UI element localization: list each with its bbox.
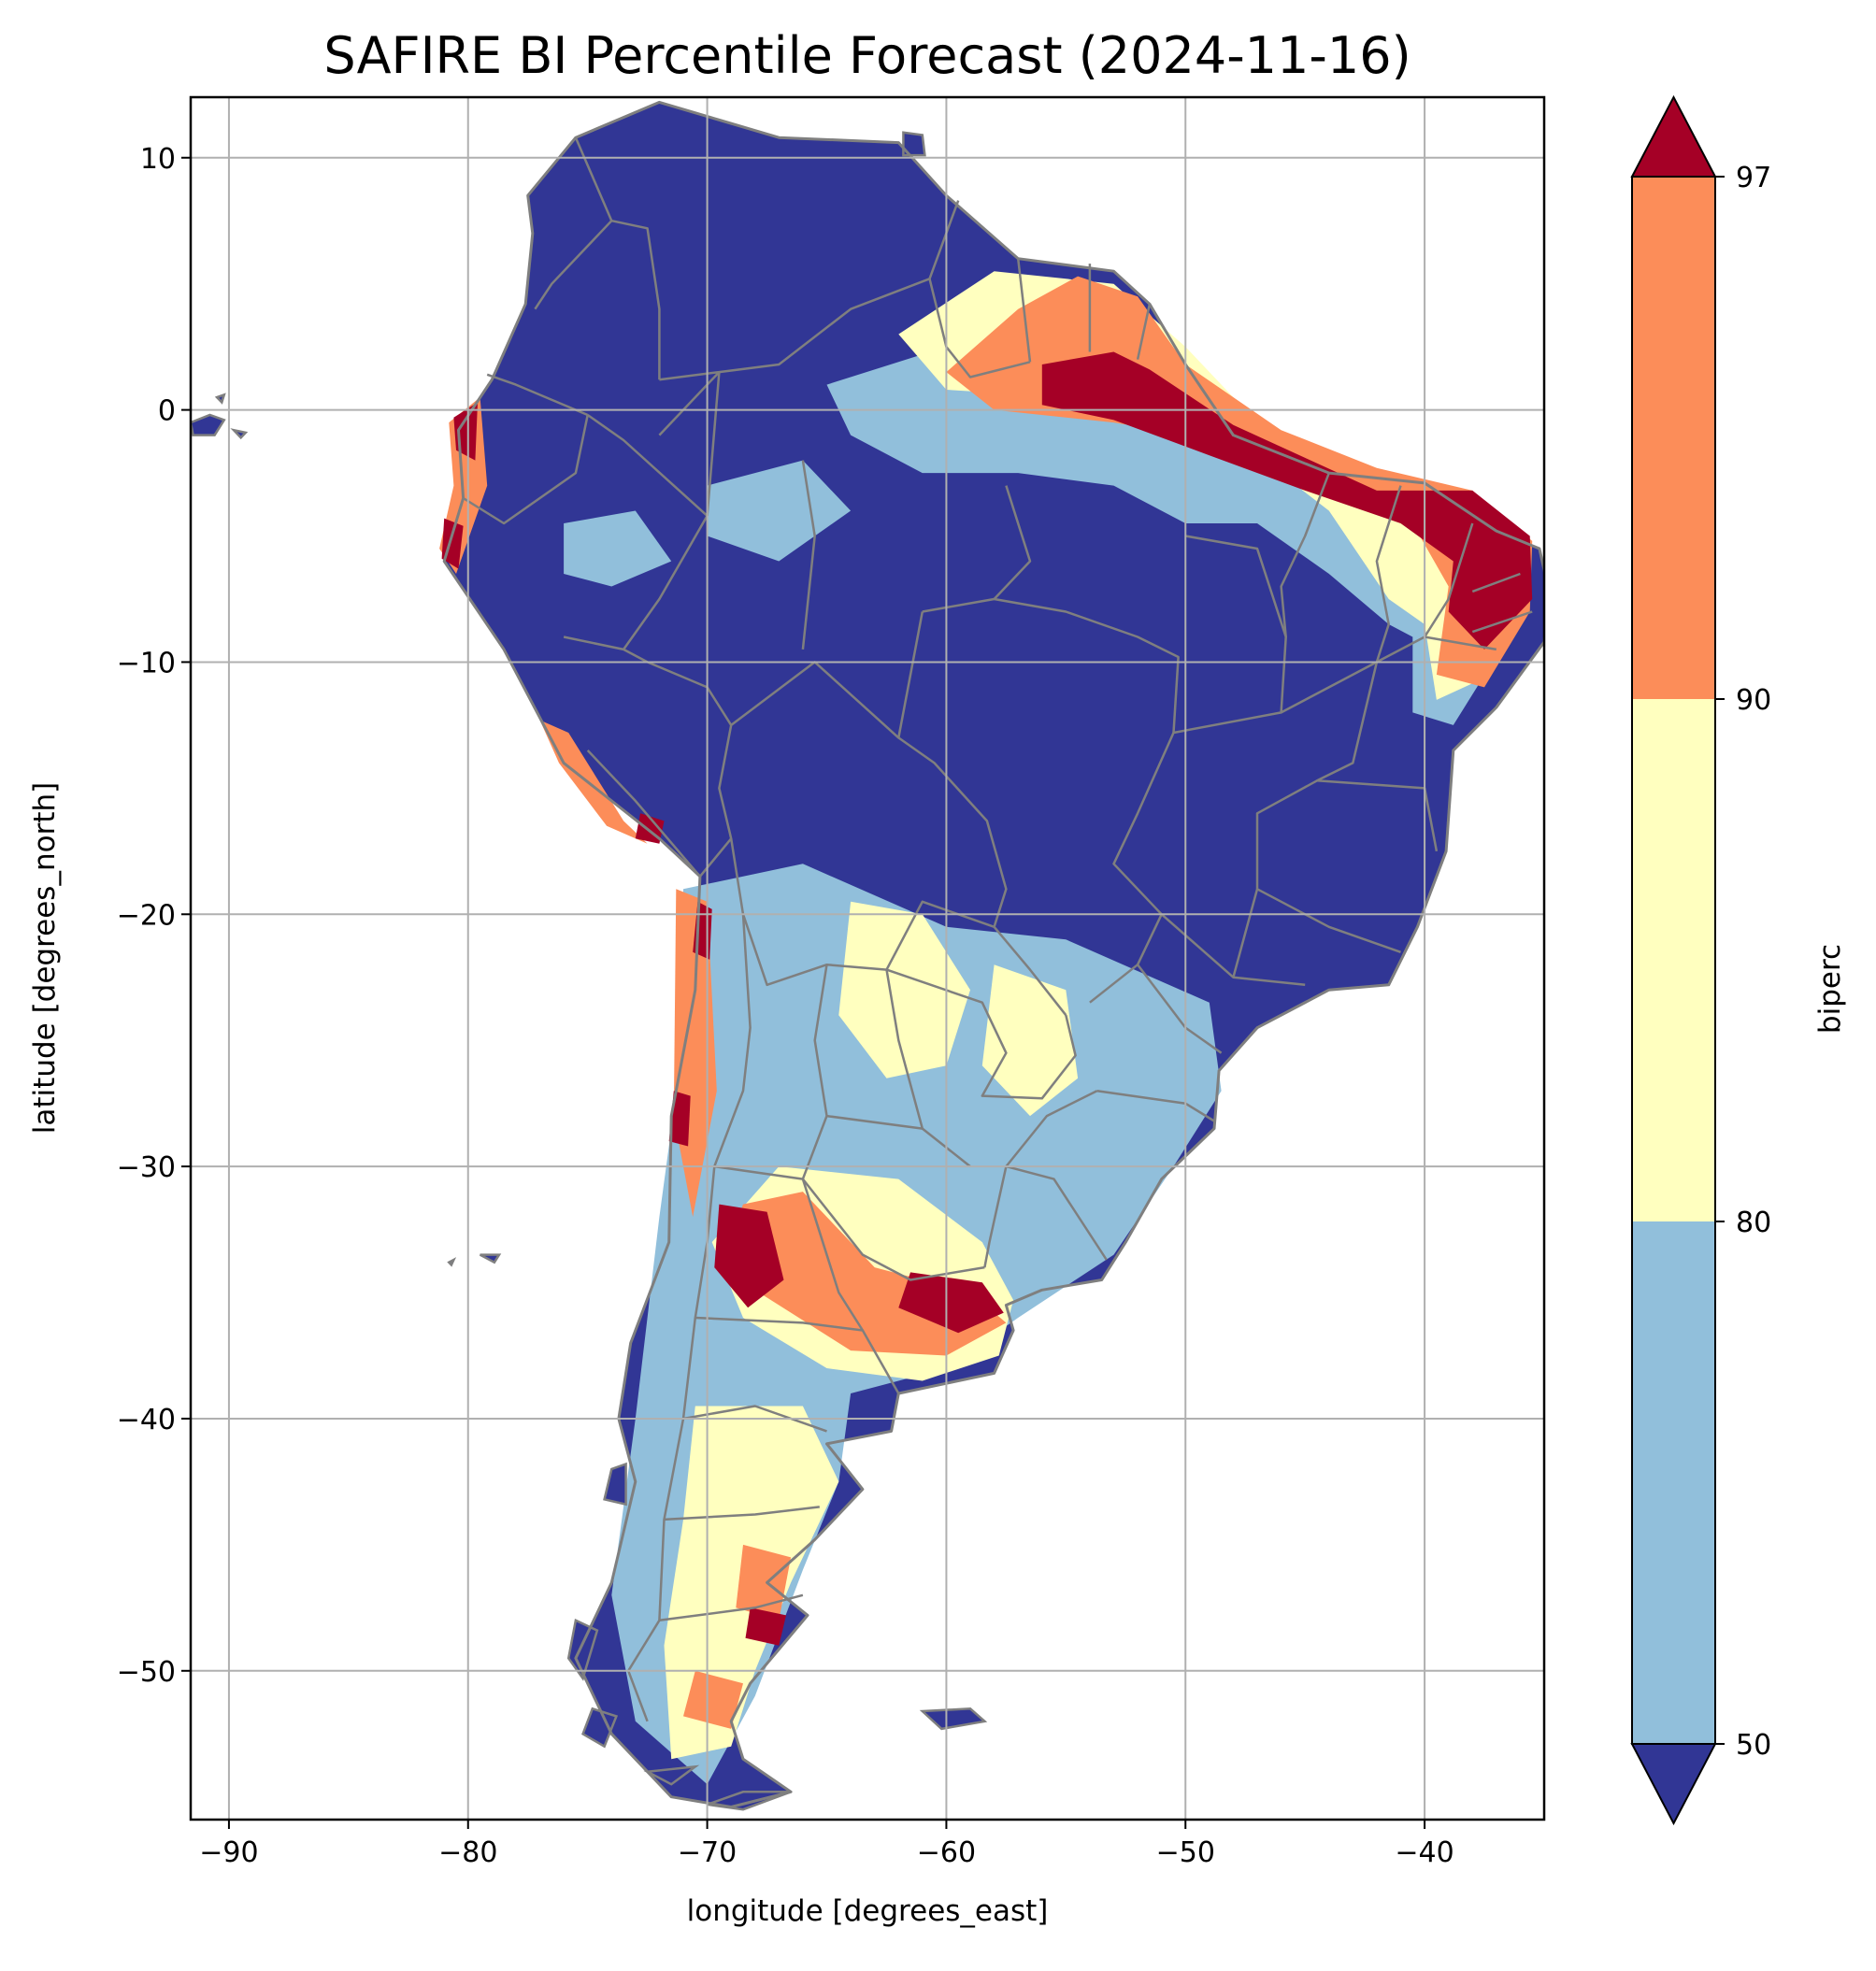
- border-line-27: [1256, 888, 1401, 953]
- island-0: [191, 413, 226, 436]
- y-tick-label: −50: [117, 1656, 176, 1689]
- border-line-20: [922, 597, 1180, 734]
- political-borders: [442, 100, 1544, 1808]
- colorbar-tick-label: 50: [1736, 1729, 1771, 1762]
- border-line-7: [462, 414, 589, 525]
- percentile-regions: [439, 102, 1544, 1807]
- island-10: [581, 1707, 619, 1749]
- colorbar-segment: [1632, 177, 1715, 699]
- colorbar-extend-min: [1630, 1743, 1717, 1826]
- border-line-45: [586, 750, 701, 878]
- x-tick-label: −40: [1395, 1836, 1454, 1869]
- border-line-49: [534, 220, 613, 310]
- y-tick-label: 10: [140, 143, 176, 176]
- y-tick-label: 0: [158, 395, 176, 428]
- x-tick-label: −90: [199, 1836, 258, 1869]
- border-line-25: [1232, 662, 1379, 978]
- border-line-44: [659, 1593, 804, 1622]
- y-tick-label: −10: [117, 647, 176, 679]
- border-line-47: [658, 371, 721, 436]
- border-line-41: [695, 1316, 900, 1394]
- border-line-6: [486, 373, 589, 417]
- colorbar: 50 80 90 97 biperc: [1630, 94, 1847, 1826]
- border-line-10: [706, 371, 721, 517]
- y-tick-label: −40: [117, 1404, 176, 1436]
- border-line-23: [897, 611, 924, 738]
- border-line-5: [928, 279, 1031, 378]
- border-line-34: [1471, 572, 1521, 593]
- x-tick-label: −50: [1156, 1836, 1215, 1869]
- border-line-21: [993, 485, 1032, 600]
- border-line-16: [1006, 1164, 1108, 1261]
- colorbar-tick-label: 90: [1736, 684, 1771, 717]
- island-6: [447, 1257, 457, 1267]
- x-axis-ticks: −90 −80 −70 −60 −50 −40: [199, 1820, 1454, 1869]
- border-line-1: [928, 200, 960, 279]
- region-patagonia-red: [745, 1607, 786, 1646]
- border-line-2: [1016, 258, 1032, 363]
- island-5: [480, 1253, 502, 1264]
- colorbar-segment: [1632, 699, 1715, 1221]
- x-tick-label: −70: [678, 1836, 737, 1869]
- region-pampas-red: [898, 1272, 1004, 1334]
- border-line-32: [1375, 485, 1402, 663]
- border-line-35: [1471, 610, 1533, 634]
- border-line-43: [664, 1506, 820, 1521]
- island-1: [230, 428, 249, 440]
- border-line-15: [993, 925, 1067, 1016]
- x-axis-label: longitude [degrees_east]: [687, 1894, 1049, 1928]
- border-line-24: [1281, 636, 1497, 714]
- border-line-31: [1280, 472, 1330, 637]
- islands: [191, 131, 988, 1811]
- region-amazon-spots-1: [564, 510, 672, 587]
- island-8: [603, 1462, 627, 1507]
- border-line-19: [1089, 535, 1287, 1004]
- region-northeast-band: [826, 339, 1509, 725]
- colorbar-ticks: 50 80 90 97: [1715, 162, 1771, 1762]
- border-line-38: [826, 1114, 923, 1130]
- border-line-14: [886, 968, 1077, 1100]
- border-line-0: [659, 278, 930, 381]
- border-line-36: [801, 964, 828, 1180]
- plot-frame: [189, 95, 1546, 1821]
- colorbar-extend-max: [1630, 94, 1717, 178]
- y-tick-label: −20: [117, 899, 176, 932]
- border-line-22: [801, 460, 816, 650]
- border-line-33: [1424, 522, 1474, 638]
- island-4: [919, 1707, 988, 1731]
- border-line-46: [563, 636, 624, 651]
- border-line-18: [1005, 1090, 1098, 1167]
- region-peru-coast-orange: [539, 720, 648, 844]
- colorbar-segments: [1630, 94, 1717, 1826]
- region-cuyo-red: [714, 1204, 784, 1308]
- region-guiana-red: [1041, 351, 1533, 650]
- region-patagonia-orange-2: [683, 1670, 743, 1729]
- y-tick-label: −30: [117, 1151, 176, 1184]
- border-line-39: [801, 1178, 985, 1281]
- colorbar-tick-label: 80: [1736, 1207, 1771, 1239]
- border-line-17: [983, 1165, 1008, 1268]
- border-line-40: [714, 1164, 864, 1332]
- region-chaco-yellow: [838, 901, 970, 1078]
- colorbar-frame: [1631, 176, 1716, 1745]
- border-line-8: [586, 413, 709, 517]
- map-plot-area: −90 −80 −70 −60 −50 −40 10 0 −10 −20 −30 −40 −50: [117, 95, 1546, 1869]
- x-tick-label: −80: [438, 1836, 497, 1869]
- x-tick-label: −60: [917, 1836, 976, 1869]
- chart-title: SAFIRE BI Percentile Forecast (2024-11-1…: [323, 26, 1411, 85]
- colorbar-tick-label: 97: [1736, 162, 1771, 194]
- colorbar-segment: [1632, 1221, 1715, 1744]
- grid-lines: [191, 97, 1544, 1820]
- y-axis-label: latitude [degrees_north]: [28, 782, 62, 1134]
- island-2: [214, 393, 226, 405]
- border-line-4: [1136, 304, 1152, 360]
- region-chaco-yellow-2: [981, 964, 1079, 1117]
- colorbar-label: biperc: [1813, 944, 1847, 1034]
- island-11: [643, 1764, 700, 1786]
- map-layer: [191, 97, 1544, 1820]
- region-amazon-spots-2: [707, 460, 852, 562]
- y-axis-ticks: 10 0 −10 −20 −30 −40 −50: [117, 143, 191, 1689]
- border-line-48: [574, 136, 661, 380]
